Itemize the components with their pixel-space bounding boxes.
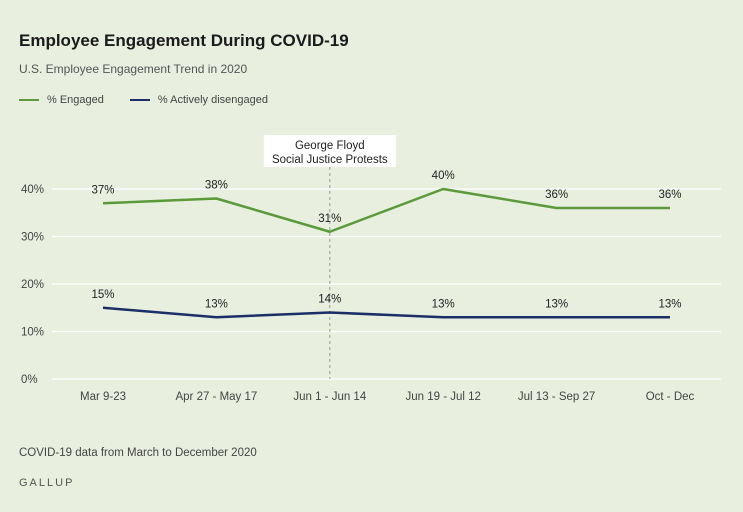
x-tick-label: Oct - Dec bbox=[646, 391, 695, 403]
chart-subtitle: U.S. Employee Engagement Trend in 2020 bbox=[19, 62, 248, 76]
data-label-engaged: 37% bbox=[91, 184, 114, 196]
x-tick-label: Mar 9-23 bbox=[80, 391, 126, 403]
series-line-engaged bbox=[102, 187, 670, 233]
data-label-disengaged: 15% bbox=[91, 289, 114, 301]
brand-wordmark: GALLUP bbox=[19, 477, 75, 489]
y-tick-label: 40% bbox=[21, 184, 44, 196]
data-label-engaged: 31% bbox=[318, 213, 341, 225]
x-tick-label: Jun 19 - Jul 12 bbox=[405, 391, 480, 403]
annotation-text: Social Justice Protests bbox=[272, 154, 388, 166]
legend-item-disengaged: % Actively disengaged bbox=[129, 94, 268, 106]
data-label-engaged: 36% bbox=[658, 189, 681, 201]
y-tick-label: 30% bbox=[21, 232, 44, 244]
data-label-disengaged: 13% bbox=[658, 298, 681, 310]
legend: % Engaged % Actively disengaged bbox=[19, 94, 268, 106]
annotation-box bbox=[263, 135, 396, 167]
legend-swatch-disengaged bbox=[129, 99, 150, 101]
data-label-engaged: 36% bbox=[545, 189, 568, 201]
data-label-engaged: 40% bbox=[432, 170, 455, 182]
series-line-disengaged bbox=[102, 306, 670, 319]
legend-label-engaged: % Engaged bbox=[47, 94, 104, 106]
x-tick-label: Jun 1 - Jun 14 bbox=[293, 391, 366, 403]
y-tick-label: 0% bbox=[21, 374, 38, 386]
legend-label-disengaged: % Actively disengaged bbox=[157, 94, 268, 106]
legend-item-engaged: % Engaged bbox=[19, 94, 104, 106]
x-tick-label: Apr 27 - May 17 bbox=[175, 391, 257, 403]
data-label-disengaged: 14% bbox=[318, 294, 341, 306]
y-tick-label: 10% bbox=[21, 327, 44, 339]
legend-swatch-engaged bbox=[19, 99, 39, 101]
data-label-disengaged: 13% bbox=[545, 298, 568, 310]
data-label-engaged: 38% bbox=[205, 180, 228, 192]
x-tick-label: Jul 13 - Sep 27 bbox=[518, 391, 595, 403]
footnote: COVID-19 data from March to December 202… bbox=[19, 447, 257, 459]
y-tick-label: 20% bbox=[21, 279, 44, 291]
data-label-disengaged: 13% bbox=[432, 298, 455, 310]
annotation-text: George Floyd bbox=[295, 140, 365, 152]
data-label-disengaged: 13% bbox=[205, 298, 228, 310]
chart-title: Employee Engagement During COVID-19 bbox=[19, 31, 349, 50]
